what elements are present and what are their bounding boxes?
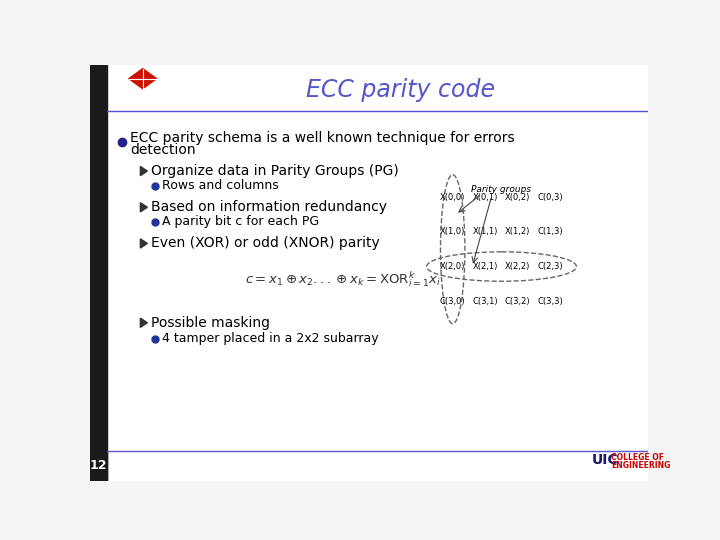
Text: X(0,2): X(0,2) <box>505 193 531 202</box>
Text: Rows and columns: Rows and columns <box>162 179 279 192</box>
Text: X(0,0): X(0,0) <box>440 193 465 202</box>
Text: detection: detection <box>130 143 196 157</box>
Polygon shape <box>140 166 148 176</box>
Text: A parity bit c for each PG: A parity bit c for each PG <box>162 215 319 228</box>
Text: ECC parity schema is a well known technique for errors: ECC parity schema is a well known techni… <box>130 131 515 145</box>
Text: $c = x_1 \oplus x_2... \oplus x_k = \mathrm{XOR}_{i=1}^{k}x_i$: $c = x_1 \oplus x_2... \oplus x_k = \mat… <box>245 269 441 289</box>
Text: C(0,3): C(0,3) <box>538 193 563 202</box>
Text: X(2,1): X(2,1) <box>472 262 498 271</box>
Text: C(2,3): C(2,3) <box>538 262 563 271</box>
Text: 4 tamper placed in a 2x2 subarray: 4 tamper placed in a 2x2 subarray <box>162 333 379 346</box>
Text: Possible masking: Possible masking <box>151 316 270 330</box>
Text: X(1,0): X(1,0) <box>440 227 465 237</box>
Polygon shape <box>129 69 157 89</box>
Text: Even (XOR) or odd (XNOR) parity: Even (XOR) or odd (XNOR) parity <box>151 237 380 251</box>
Text: COLLEGE OF: COLLEGE OF <box>611 453 664 462</box>
Text: Parity groups: Parity groups <box>472 185 531 194</box>
Text: C(3,3): C(3,3) <box>537 296 563 306</box>
Polygon shape <box>140 239 148 248</box>
Polygon shape <box>140 202 148 212</box>
Text: 12: 12 <box>90 460 107 472</box>
Text: ECC parity code: ECC parity code <box>305 78 495 102</box>
Bar <box>90 451 107 481</box>
Text: C(3,2): C(3,2) <box>505 296 531 306</box>
Text: C(3,1): C(3,1) <box>472 296 498 306</box>
Text: Based on information redundancy: Based on information redundancy <box>151 200 387 214</box>
Text: UIC: UIC <box>593 453 618 467</box>
Text: X(0,1): X(0,1) <box>472 193 498 202</box>
Text: Organize data in Parity Groups (PG): Organize data in Parity Groups (PG) <box>151 164 399 178</box>
Text: X(2,2): X(2,2) <box>505 262 531 271</box>
Text: C(3,0): C(3,0) <box>440 296 466 306</box>
Bar <box>90 65 107 481</box>
Text: X(1,2): X(1,2) <box>505 227 531 237</box>
Text: X(2,0): X(2,0) <box>440 262 465 271</box>
Text: X(1,1): X(1,1) <box>472 227 498 237</box>
Text: ENGINEERING: ENGINEERING <box>611 462 670 470</box>
Polygon shape <box>140 318 148 327</box>
Text: C(1,3): C(1,3) <box>538 227 563 237</box>
